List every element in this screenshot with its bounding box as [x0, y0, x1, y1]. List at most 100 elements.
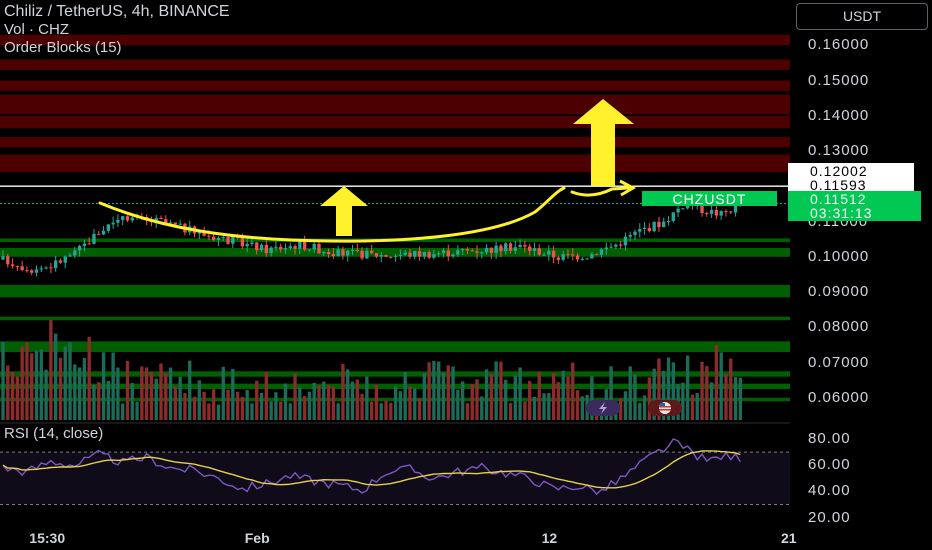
volume-bar	[168, 367, 173, 420]
price-tick: 0.15000	[808, 71, 870, 89]
time-tick: 15:30	[29, 530, 66, 546]
candle-body	[274, 246, 278, 248]
volume-bar	[355, 379, 359, 420]
flag-icon[interactable]	[648, 400, 682, 416]
volume-bar	[671, 362, 675, 420]
candle-body	[341, 249, 345, 256]
volume-bar	[527, 381, 532, 420]
candle-body	[259, 244, 264, 251]
volume-bar	[317, 385, 321, 420]
candle-body	[101, 230, 106, 235]
volume-bar	[116, 367, 120, 420]
candle-body	[116, 219, 120, 223]
buy-zone	[0, 341, 790, 352]
volume-bar	[705, 366, 709, 420]
volume-bar	[738, 377, 743, 420]
up-arrow-large	[573, 99, 634, 186]
volume-bar	[341, 364, 345, 420]
volume-bar	[293, 373, 297, 420]
candle-body	[642, 227, 647, 229]
volume-bar	[331, 386, 336, 420]
volume-bar	[302, 396, 307, 420]
volume-bar	[518, 367, 522, 420]
candle-body	[451, 254, 455, 257]
candle-body	[638, 228, 642, 232]
candle-body	[618, 244, 623, 246]
candle-body	[599, 249, 604, 255]
volume-bar	[207, 403, 211, 420]
buy-zone	[0, 316, 790, 321]
candle-body	[705, 213, 709, 215]
price-tick: 0.14000	[808, 106, 870, 124]
volume-bar	[159, 363, 163, 420]
candle-body	[422, 252, 427, 257]
volume-bar	[336, 403, 340, 420]
candle-body	[662, 221, 666, 228]
candle-body	[15, 266, 20, 268]
candle-body	[398, 254, 403, 256]
volume-bar	[255, 380, 259, 420]
volume-bar	[312, 382, 316, 420]
candle-body	[350, 249, 355, 251]
candle-body	[437, 253, 441, 255]
volume-bar	[494, 361, 498, 420]
price-tick: 0.06000	[808, 388, 870, 406]
volume-bar	[20, 346, 24, 420]
sell-zone	[0, 115, 790, 129]
candle-body	[547, 250, 551, 255]
volume-bar	[226, 389, 230, 420]
lightning-icon[interactable]	[586, 400, 620, 416]
candle-body	[513, 247, 517, 251]
candle-body	[369, 250, 374, 254]
time-tick: Feb	[244, 530, 270, 546]
candle-body	[709, 209, 714, 214]
candlesticks	[1, 193, 743, 277]
candle-body	[111, 222, 115, 225]
volume-legend: Vol · CHZ	[4, 21, 70, 38]
price-tick: 0.07000	[808, 353, 870, 371]
candle-body	[389, 256, 393, 258]
candle-body	[432, 254, 436, 258]
currency-button[interactable]: USDT	[796, 3, 928, 30]
candle-body	[508, 243, 513, 251]
candle-body	[374, 253, 379, 257]
volume-bar	[68, 342, 72, 420]
candle-body	[551, 250, 556, 258]
price-levels	[0, 185, 790, 204]
candle-body	[178, 223, 182, 225]
volume-bar	[709, 382, 714, 420]
volume-bar	[149, 371, 154, 420]
volume-bar	[714, 344, 719, 420]
volume-bar	[695, 393, 699, 420]
volume-bar	[97, 382, 101, 420]
up-arrow-small	[320, 186, 368, 236]
volume-bar	[58, 357, 63, 420]
candle-body	[164, 219, 168, 223]
volume-bar	[609, 366, 613, 420]
volume-bar	[154, 378, 158, 420]
candle-body	[700, 202, 704, 214]
volume-bar	[484, 369, 489, 420]
candle-body	[77, 245, 82, 251]
candle-body	[283, 248, 288, 250]
volume-bar	[288, 403, 292, 420]
candle-body	[628, 235, 632, 237]
candle-body	[226, 237, 230, 244]
candle-body	[355, 249, 359, 251]
volume-bar	[556, 382, 561, 420]
volume-bar	[73, 364, 77, 420]
volume-bar	[551, 373, 556, 420]
countdown-label: 03:31:13	[788, 205, 921, 221]
candle-body	[255, 242, 259, 251]
volume-bar	[427, 362, 431, 420]
volume-bar	[307, 391, 312, 420]
volume-bar	[441, 372, 446, 420]
candle-body	[298, 241, 302, 249]
candle-body	[97, 233, 101, 235]
volume-bar	[451, 366, 455, 420]
candle-body	[379, 254, 383, 257]
volume-bar	[647, 377, 652, 420]
candle-body	[211, 236, 216, 240]
candle-body	[207, 235, 211, 237]
